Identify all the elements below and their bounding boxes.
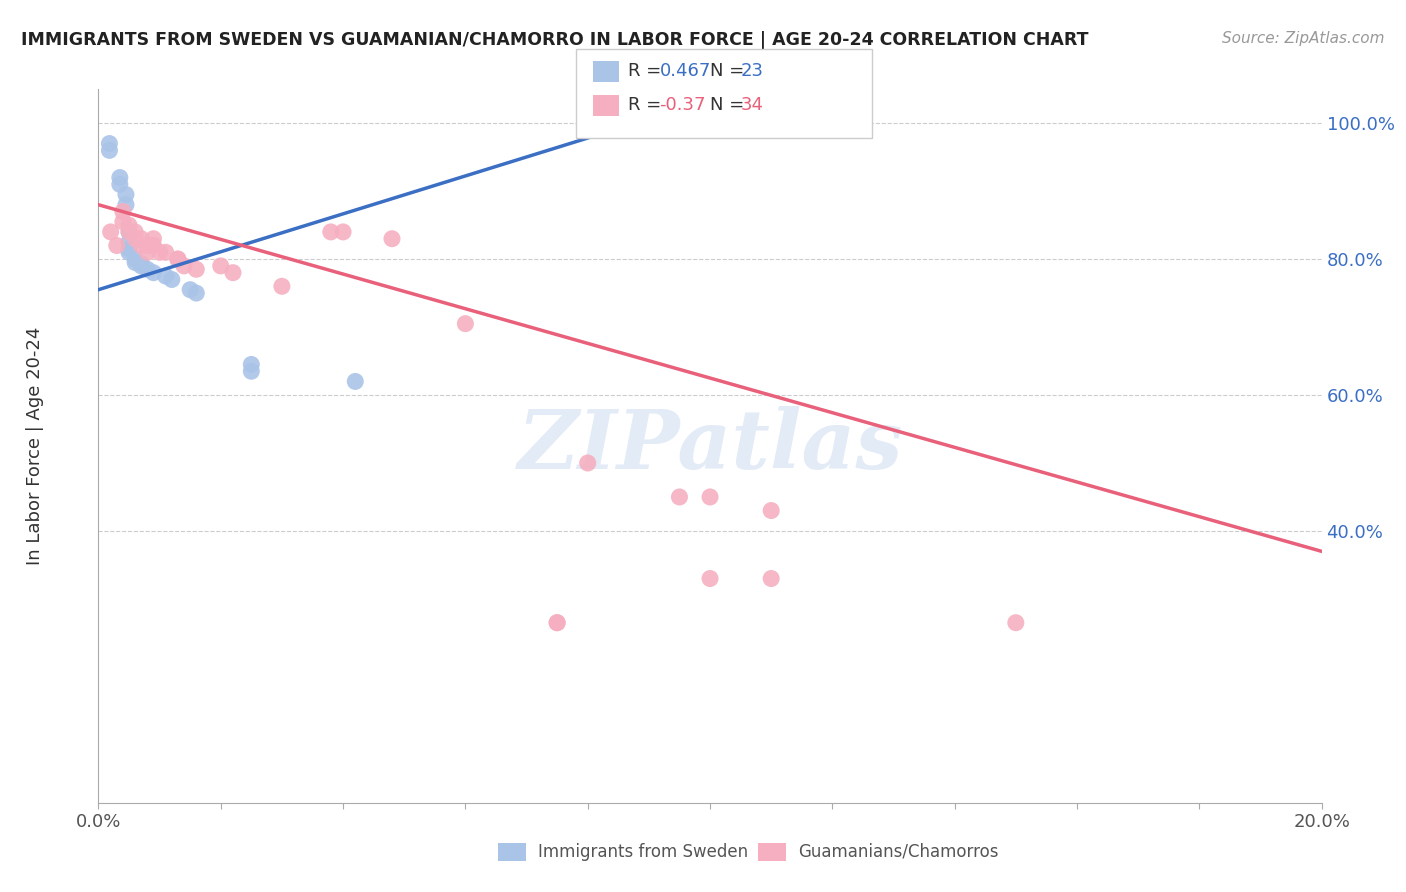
Text: N =: N = [710, 62, 749, 80]
Point [381, 232, 404, 246]
Text: R =: R = [628, 62, 668, 80]
Text: Immigrants from Sweden: Immigrants from Sweden [538, 843, 748, 861]
Text: Guamanians/Chamorros: Guamanians/Chamorros [799, 843, 1000, 861]
Point [118, 225, 141, 239]
Point [118, 245, 141, 260]
Point [118, 225, 141, 239]
Text: N =: N = [710, 96, 749, 114]
Point [136, 245, 159, 260]
Point [115, 187, 138, 202]
Point [1004, 615, 1026, 630]
Text: Source: ZipAtlas.com: Source: ZipAtlas.com [1222, 31, 1385, 46]
Point [124, 252, 146, 266]
Point [546, 615, 568, 630]
Point [129, 232, 152, 246]
Point [222, 266, 245, 280]
Point [129, 238, 152, 252]
Point [124, 232, 146, 246]
Point [240, 358, 263, 372]
Point [98, 144, 121, 158]
Point [136, 262, 159, 277]
Point [129, 257, 152, 271]
Point [454, 317, 477, 331]
Text: -0.37: -0.37 [659, 96, 706, 114]
Point [105, 238, 128, 252]
Point [332, 225, 354, 239]
Text: 0.467: 0.467 [659, 62, 711, 80]
Point [160, 272, 183, 286]
Point [186, 262, 208, 277]
Point [108, 170, 131, 185]
Point [546, 615, 568, 630]
Point [240, 364, 263, 378]
Point [142, 238, 165, 252]
Point [98, 136, 121, 151]
Point [136, 238, 159, 252]
Point [759, 572, 782, 586]
Text: R =: R = [628, 96, 668, 114]
Text: ZIPatlas: ZIPatlas [517, 406, 903, 486]
Point [118, 242, 141, 256]
Point [111, 215, 134, 229]
Point [142, 266, 165, 280]
Point [115, 198, 138, 212]
Point [167, 252, 190, 266]
Point [108, 178, 131, 192]
Point [118, 235, 141, 249]
Point [699, 490, 721, 504]
Point [155, 269, 177, 284]
Point [179, 283, 201, 297]
Text: 34: 34 [741, 96, 763, 114]
Point [124, 255, 146, 269]
Point [699, 572, 721, 586]
Text: In Labor Force | Age 20-24: In Labor Force | Age 20-24 [27, 326, 44, 566]
Point [142, 232, 165, 246]
Point [319, 225, 342, 239]
Point [759, 503, 782, 517]
Point [155, 245, 177, 260]
Point [270, 279, 292, 293]
Point [118, 218, 141, 232]
Text: IMMIGRANTS FROM SWEDEN VS GUAMANIAN/CHAMORRO IN LABOR FORCE | AGE 20-24 CORRELAT: IMMIGRANTS FROM SWEDEN VS GUAMANIAN/CHAM… [21, 31, 1088, 49]
Point [149, 245, 172, 260]
Point [668, 490, 690, 504]
Point [124, 225, 146, 239]
Point [173, 259, 195, 273]
Point [100, 225, 122, 239]
Point [344, 375, 367, 389]
Point [186, 286, 208, 301]
Point [576, 456, 599, 470]
Point [129, 259, 152, 273]
Text: 23: 23 [741, 62, 763, 80]
Point [111, 204, 134, 219]
Point [209, 259, 232, 273]
Point [167, 252, 190, 266]
